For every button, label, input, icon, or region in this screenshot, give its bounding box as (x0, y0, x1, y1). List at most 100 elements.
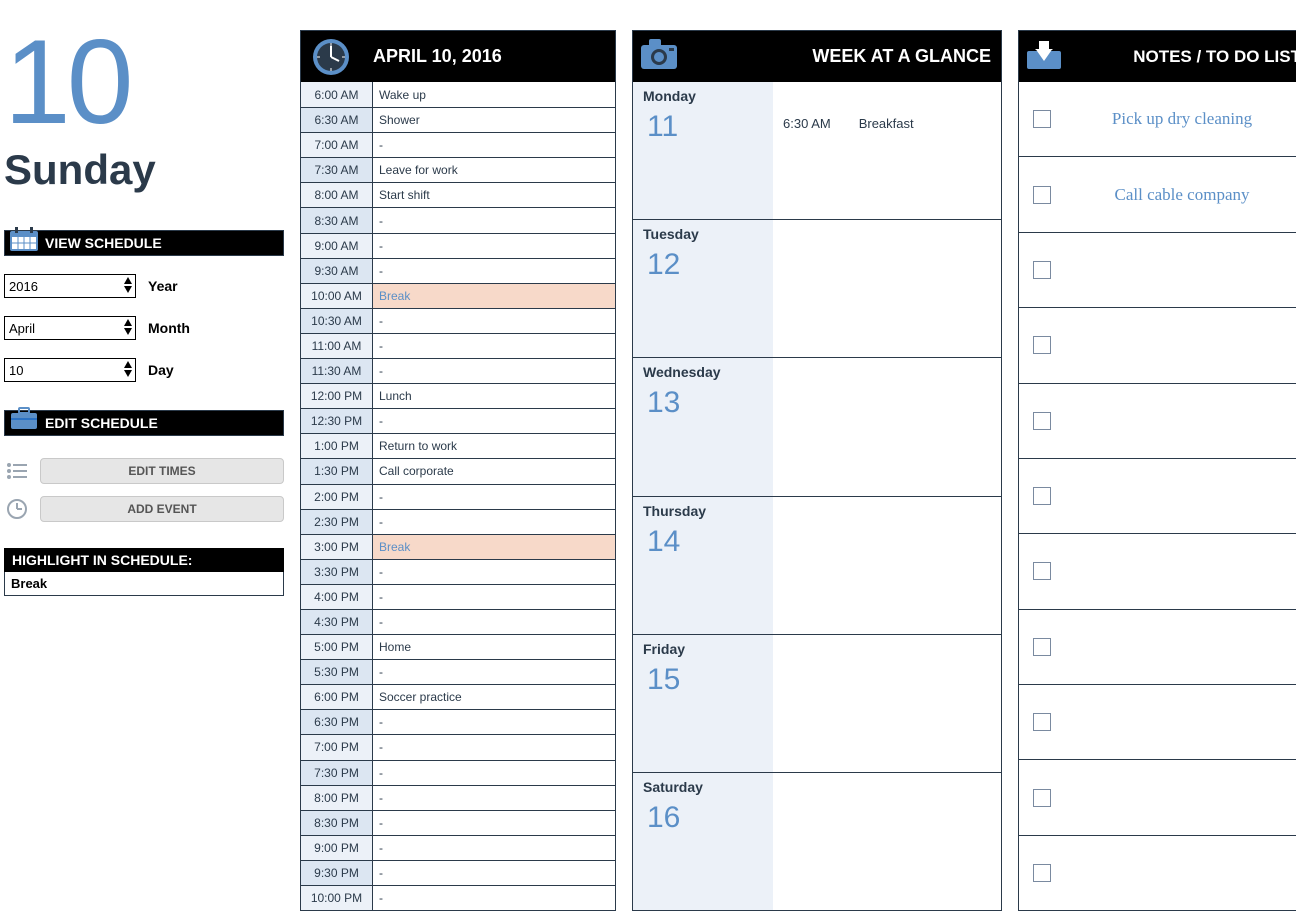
schedule-row[interactable]: 9:00 AM- (301, 233, 615, 258)
schedule-row[interactable]: 11:30 AM- (301, 358, 615, 383)
note-checkbox[interactable] (1033, 487, 1051, 505)
schedule-table: 6:00 AMWake up6:30 AMShower7:00 AM-7:30 … (300, 82, 616, 911)
note-row[interactable] (1018, 610, 1296, 685)
edit-schedule-header: EDIT SCHEDULE (4, 410, 284, 436)
schedule-row[interactable]: 1:30 PMCall corporate (301, 458, 615, 483)
schedule-time: 6:00 PM (301, 685, 373, 709)
schedule-row[interactable]: 3:00 PMBreak (301, 534, 615, 559)
schedule-row[interactable]: 10:30 AM- (301, 308, 615, 333)
schedule-event: - (373, 861, 615, 885)
notes-column: NOTES / TO DO LIST Pick up dry cleaningC… (1018, 4, 1296, 911)
schedule-row[interactable]: 12:30 PM- (301, 408, 615, 433)
year-spinner[interactable] (123, 276, 133, 294)
schedule-row[interactable]: 9:30 AM- (301, 258, 615, 283)
schedule-row[interactable]: 3:30 PM- (301, 559, 615, 584)
schedule-time: 12:00 PM (301, 384, 373, 408)
note-checkbox[interactable] (1033, 562, 1051, 580)
clock-icon (309, 35, 353, 84)
note-row[interactable] (1018, 384, 1296, 459)
week-header: WEEK AT A GLANCE (632, 30, 1002, 82)
schedule-row[interactable]: 10:00 PM- (301, 885, 615, 910)
schedule-row[interactable]: 5:30 PM- (301, 659, 615, 684)
schedule-time: 5:30 PM (301, 660, 373, 684)
schedule-row[interactable]: 12:00 PMLunch (301, 383, 615, 408)
schedule-row[interactable]: 6:00 AMWake up (301, 82, 615, 107)
schedule-row[interactable]: 8:00 PM- (301, 785, 615, 810)
note-row[interactable] (1018, 233, 1296, 308)
schedule-row[interactable]: 7:30 PM- (301, 760, 615, 785)
schedule-time: 12:30 PM (301, 409, 373, 433)
schedule-row[interactable]: 8:00 AMStart shift (301, 182, 615, 207)
note-row[interactable] (1018, 685, 1296, 760)
schedule-event: Home (373, 635, 615, 659)
week-day[interactable]: Saturday16 (633, 772, 1001, 910)
schedule-row[interactable]: 11:00 AM- (301, 333, 615, 358)
note-text: Pick up dry cleaning (1069, 109, 1295, 129)
schedule-event: - (373, 836, 615, 860)
schedule-time: 10:00 PM (301, 886, 373, 910)
schedule-time: 5:00 PM (301, 635, 373, 659)
schedule-row[interactable]: 7:30 AMLeave for work (301, 157, 615, 182)
month-spinner[interactable] (123, 318, 133, 336)
schedule-time: 4:00 PM (301, 585, 373, 609)
schedule-row[interactable]: 6:00 PMSoccer practice (301, 684, 615, 709)
schedule-event: - (373, 234, 615, 258)
schedule-time: 4:30 PM (301, 610, 373, 634)
schedule-time: 6:00 AM (301, 82, 373, 107)
note-row[interactable] (1018, 308, 1296, 383)
note-checkbox[interactable] (1033, 864, 1051, 882)
week-column: WEEK AT A GLANCE Monday116:30 AMBreakfas… (632, 4, 1002, 911)
week-day[interactable]: Monday116:30 AMBreakfast (633, 82, 1001, 219)
day-spinner[interactable] (123, 360, 133, 378)
note-checkbox[interactable] (1033, 638, 1051, 656)
week-body: Monday116:30 AMBreakfastTuesday12Wednesd… (632, 82, 1002, 911)
schedule-event: Break (373, 535, 615, 559)
schedule-event: - (373, 560, 615, 584)
schedule-row[interactable]: 4:00 PM- (301, 584, 615, 609)
note-row[interactable] (1018, 836, 1296, 911)
note-checkbox[interactable] (1033, 110, 1051, 128)
week-day-name: Wednesday (643, 364, 721, 380)
add-event-button[interactable]: ADD EVENT (40, 496, 284, 522)
note-row[interactable] (1018, 760, 1296, 835)
schedule-row[interactable]: 8:30 AM- (301, 207, 615, 232)
note-row[interactable] (1018, 534, 1296, 609)
day-picker[interactable]: 10 (4, 358, 136, 382)
month-picker[interactable]: April (4, 316, 136, 340)
edit-times-button[interactable]: EDIT TIMES (40, 458, 284, 484)
note-checkbox[interactable] (1033, 186, 1051, 204)
schedule-row[interactable]: 8:30 PM- (301, 810, 615, 835)
note-checkbox[interactable] (1033, 336, 1051, 354)
note-row[interactable] (1018, 459, 1296, 534)
schedule-header: APRIL 10, 2016 (300, 30, 616, 82)
schedule-row[interactable]: 9:00 PM- (301, 835, 615, 860)
week-day-name: Monday (643, 88, 696, 104)
note-row[interactable]: Call cable company (1018, 157, 1296, 232)
note-row[interactable]: Pick up dry cleaning (1018, 82, 1296, 157)
schedule-row[interactable]: 4:30 PM- (301, 609, 615, 634)
week-day[interactable]: Tuesday12 (633, 219, 1001, 357)
year-picker[interactable]: 2016 (4, 274, 136, 298)
note-checkbox[interactable] (1033, 789, 1051, 807)
highlight-value[interactable]: Break (4, 572, 284, 596)
calendar-icon (9, 225, 39, 251)
week-day[interactable]: Thursday14 (633, 496, 1001, 634)
schedule-row[interactable]: 7:00 AM- (301, 132, 615, 157)
schedule-row[interactable]: 6:30 PM- (301, 709, 615, 734)
week-day[interactable]: Wednesday13 (633, 357, 1001, 495)
schedule-row[interactable]: 10:00 AMBreak (301, 283, 615, 308)
schedule-row[interactable]: 7:00 PM- (301, 734, 615, 759)
schedule-row[interactable]: 6:30 AMShower (301, 107, 615, 132)
schedule-row[interactable]: 1:00 PMReturn to work (301, 433, 615, 458)
note-checkbox[interactable] (1033, 412, 1051, 430)
note-checkbox[interactable] (1033, 261, 1051, 279)
clock-small-icon (4, 498, 30, 520)
week-day[interactable]: Friday15 (633, 634, 1001, 772)
note-checkbox[interactable] (1033, 713, 1051, 731)
schedule-row[interactable]: 2:30 PM- (301, 509, 615, 534)
notes-body: Pick up dry cleaning Call cable company (1018, 82, 1296, 911)
schedule-row[interactable]: 2:00 PM- (301, 484, 615, 509)
schedule-row[interactable]: 9:30 PM- (301, 860, 615, 885)
schedule-row[interactable]: 5:00 PMHome (301, 634, 615, 659)
schedule-time: 3:30 PM (301, 560, 373, 584)
